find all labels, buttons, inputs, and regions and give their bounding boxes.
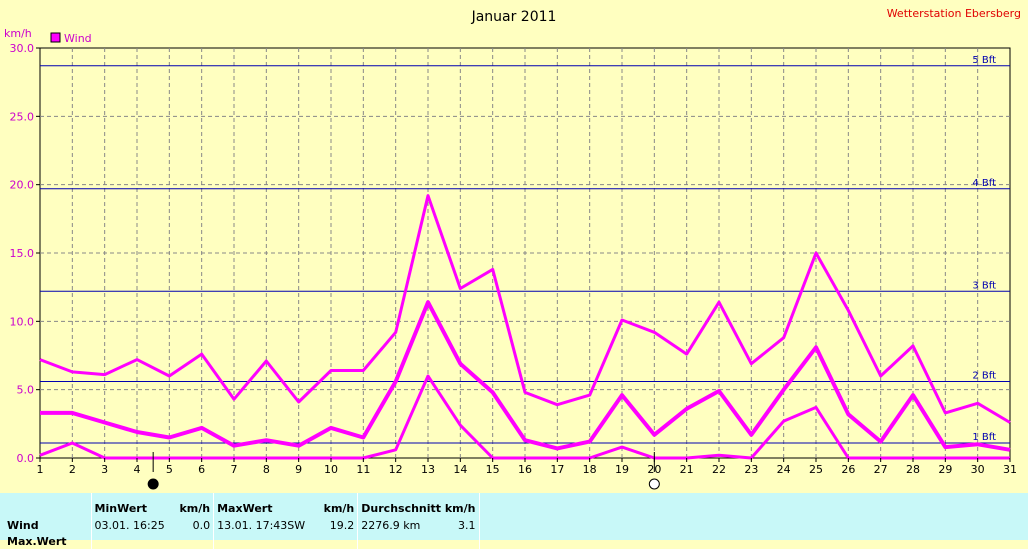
x-tick-label: 23 bbox=[744, 463, 758, 476]
y-tick-label: 20.0 bbox=[10, 179, 35, 192]
max-time-text: 13.01. 17:43 bbox=[217, 518, 288, 532]
min-unit-header: km/h bbox=[179, 502, 211, 515]
avg-value: 3.1 bbox=[458, 518, 476, 532]
y-tick-label: 25.0 bbox=[10, 110, 35, 123]
grid-lines bbox=[40, 48, 1010, 458]
chart-title: Januar 2011 bbox=[471, 9, 557, 25]
min-time: 03.01. 16:25 bbox=[90, 517, 168, 533]
y-tick-label: 30.0 bbox=[10, 42, 35, 55]
x-tick-label: 15 bbox=[486, 463, 500, 476]
series-line-max bbox=[39, 194, 1011, 424]
x-tick-label: 14 bbox=[453, 463, 467, 476]
x-tick-label: 19 bbox=[615, 463, 629, 476]
stats-row-label: Wind bbox=[7, 518, 39, 532]
stats-row-cut: Max.Wert bbox=[0, 533, 1028, 549]
x-tick-label: 3 bbox=[101, 463, 108, 476]
x-tick-label: 2 bbox=[69, 463, 76, 476]
min-value: 0.0 bbox=[192, 518, 211, 532]
max-direction: SW bbox=[287, 518, 306, 532]
min-header: MinWert bbox=[90, 493, 168, 517]
x-tick-label: 26 bbox=[841, 463, 855, 476]
series-line-avg bbox=[40, 300, 1011, 452]
beaufort-label: 5 Bft bbox=[972, 55, 996, 66]
x-tick-label: 1 bbox=[37, 463, 44, 476]
moon-phase-markers bbox=[147, 452, 660, 490]
stats-row-wind: Wind 03.01. 16:25 0.0 13.01. 17:43SW 19.… bbox=[0, 517, 1028, 533]
beaufort-lines: 1 Bft 2 Bft 3 Bft 4 Bft 5 Bft bbox=[40, 55, 1010, 444]
avg-header: Durchschnitt km/h bbox=[357, 493, 479, 517]
legend-swatch bbox=[50, 32, 61, 43]
full-moon-icon bbox=[648, 478, 660, 490]
x-tick-label: 21 bbox=[680, 463, 694, 476]
y-axis: 0.0 5.0 10.0 15.0 20.0 25.0 30.0 bbox=[10, 42, 40, 465]
y-tick-label: 15.0 bbox=[10, 247, 35, 260]
x-tick-label: 12 bbox=[389, 463, 403, 476]
x-tick-label: 13 bbox=[421, 463, 435, 476]
x-tick-label: 31 bbox=[1003, 463, 1017, 476]
x-tick-label: 11 bbox=[356, 463, 370, 476]
stats-table: MinWert km/h MaxWert km/h Durchschnitt k… bbox=[0, 493, 1028, 549]
x-axis: 1 2 3 4 5 6 7 8 9 10 11 12 13 14 15 16 17 18 19 20 21 22 23 24 2… bbox=[37, 458, 1017, 476]
y-unit-label: km/h bbox=[4, 27, 32, 40]
stats-corner bbox=[0, 493, 91, 517]
beaufort-label: 4 Bft bbox=[972, 178, 996, 189]
x-tick-label: 27 bbox=[874, 463, 888, 476]
max-value: 19.2 bbox=[329, 518, 355, 532]
x-tick-label: 18 bbox=[583, 463, 597, 476]
x-tick-label: 10 bbox=[324, 463, 338, 476]
stats-cut-cell bbox=[213, 533, 309, 549]
x-tick-label: 6 bbox=[198, 463, 205, 476]
max-header: MaxWert bbox=[213, 493, 309, 517]
x-tick-label: 8 bbox=[263, 463, 270, 476]
stats-tail bbox=[478, 493, 1028, 517]
x-tick-label: 9 bbox=[295, 463, 302, 476]
x-tick-label: 24 bbox=[777, 463, 791, 476]
x-tick-label: 7 bbox=[231, 463, 238, 476]
stats-cut-cell bbox=[168, 533, 214, 549]
stats-cut-cell bbox=[90, 533, 168, 549]
x-tick-label: 29 bbox=[938, 463, 952, 476]
max-unit-header: km/h bbox=[323, 502, 355, 515]
x-tick-label: 28 bbox=[906, 463, 920, 476]
y-tick-label: 0.0 bbox=[17, 452, 35, 465]
y-tick-label: 5.0 bbox=[17, 384, 35, 397]
beaufort-label: 3 Bft bbox=[972, 280, 996, 291]
avg-total: 2276.9 km bbox=[357, 517, 447, 533]
x-tick-label: 16 bbox=[518, 463, 532, 476]
stats-header-row: MinWert km/h MaxWert km/h Durchschnitt k… bbox=[0, 493, 1028, 517]
x-tick-label: 30 bbox=[971, 463, 985, 476]
x-tick-label: 25 bbox=[809, 463, 823, 476]
new-moon-icon bbox=[147, 478, 159, 490]
beaufort-label: 1 Bft bbox=[972, 432, 996, 443]
x-tick-label: 5 bbox=[166, 463, 173, 476]
stats-cut-cell bbox=[357, 533, 447, 549]
station-name: Wetterstation Ebersberg bbox=[887, 7, 1021, 20]
x-tick-label: 4 bbox=[134, 463, 141, 476]
y-tick-label: 10.0 bbox=[10, 315, 35, 328]
stats-cut-cell bbox=[308, 533, 358, 549]
x-tick-label: 17 bbox=[550, 463, 564, 476]
beaufort-label: 2 Bft bbox=[972, 370, 996, 381]
x-tick-label: 22 bbox=[712, 463, 726, 476]
legend-label: Wind bbox=[64, 32, 92, 45]
stats-tail-cell bbox=[478, 517, 1028, 533]
max-time: 13.01. 17:43SW bbox=[213, 517, 309, 533]
stats-cut-label: Max.Wert bbox=[7, 534, 67, 548]
stats-cut-cell bbox=[478, 533, 1028, 549]
stats-cut-cell bbox=[447, 533, 479, 549]
